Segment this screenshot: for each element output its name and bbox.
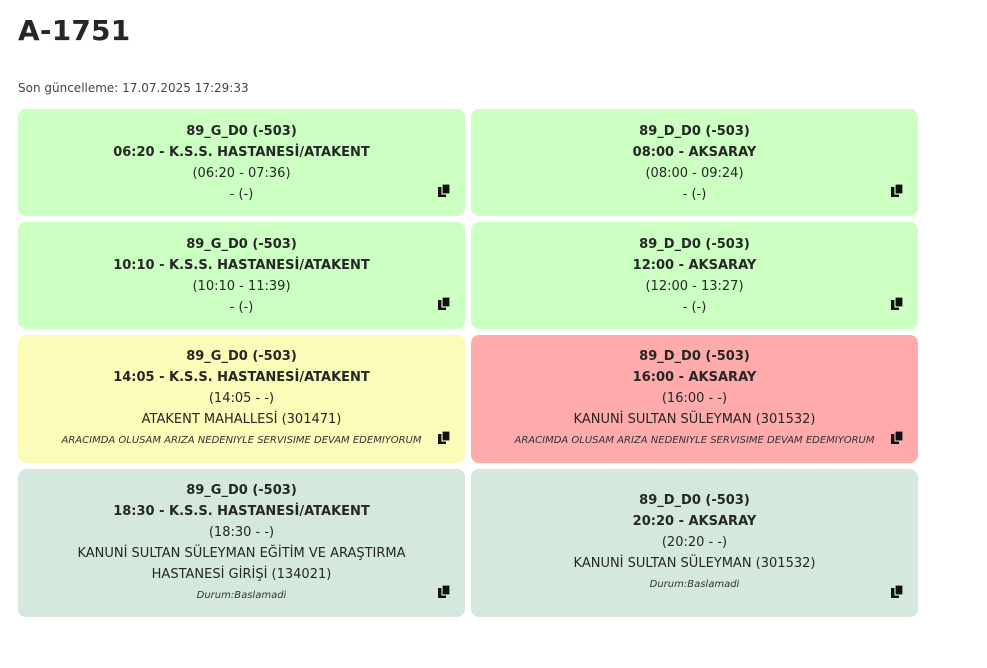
- trip-times: (20:20 - -): [661, 535, 728, 550]
- trip-stop: - (-): [682, 186, 707, 202]
- trip-grid: 89_G_D0 (-503) 06:20 - K.S.S. HASTANESİ/…: [18, 109, 918, 617]
- trip-title: 20:20 - AKSARAY: [632, 514, 757, 529]
- trip-note: ARACIMDA OLUSAM ARIZA NEDENIYLE SERVISIM…: [61, 435, 422, 446]
- trip-times: (10:10 - 11:39): [192, 278, 291, 294]
- trip-times: (12:00 - 13:27): [645, 278, 744, 294]
- trip-stop: - (-): [229, 186, 254, 202]
- route-code: 89_D_D0 (-503): [639, 493, 750, 508]
- trip-status: Durum:Baslamadi: [649, 579, 740, 590]
- trip-title: 16:00 - AKSARAY: [632, 370, 757, 385]
- trip-card: 89_D_D0 (-503) 12:00 - AKSARAY (12:00 - …: [471, 222, 918, 329]
- route-code: 89_D_D0 (-503): [639, 123, 750, 139]
- route-code: 89_G_D0 (-503): [186, 123, 297, 139]
- trip-title: 10:10 - K.S.S. HASTANESİ/ATAKENT: [113, 257, 370, 273]
- route-code: 89_G_D0 (-503): [186, 349, 297, 364]
- trip-status: Durum:Baslamadi: [196, 589, 287, 601]
- trip-title: 06:20 - K.S.S. HASTANESİ/ATAKENT: [113, 144, 370, 160]
- trip-card: 89_G_D0 (-503) 06:20 - K.S.S. HASTANESİ/…: [18, 109, 465, 216]
- trip-card: 89_D_D0 (-503) 16:00 - AKSARAY (16:00 - …: [471, 335, 918, 463]
- copy-icon[interactable]: [891, 184, 904, 198]
- copy-icon[interactable]: [438, 431, 451, 445]
- trip-times: (16:00 - -): [661, 391, 728, 406]
- trip-card: 89_G_D0 (-503) 10:10 - K.S.S. HASTANESİ/…: [18, 222, 465, 329]
- route-code: 89_G_D0 (-503): [186, 236, 297, 252]
- copy-icon[interactable]: [891, 431, 904, 445]
- trip-title: 08:00 - AKSARAY: [632, 144, 757, 160]
- copy-icon[interactable]: [438, 585, 451, 599]
- trip-times: (06:20 - 07:36): [192, 165, 291, 181]
- trip-title: 12:00 - AKSARAY: [632, 257, 757, 273]
- trip-stop: - (-): [682, 299, 707, 315]
- route-code: 89_G_D0 (-503): [186, 482, 297, 498]
- trip-stop: KANUNİ SULTAN SÜLEYMAN (301532): [573, 412, 816, 427]
- route-code: 89_D_D0 (-503): [639, 349, 750, 364]
- trip-note: ARACIMDA OLUSAM ARIZA NEDENIYLE SERVISIM…: [514, 435, 875, 446]
- page-title: A-1751: [18, 14, 131, 47]
- trip-stop: KANUNİ SULTAN SÜLEYMAN (301532): [573, 556, 816, 571]
- trip-card: 89_D_D0 (-503) 08:00 - AKSARAY (08:00 - …: [471, 109, 918, 216]
- copy-icon[interactable]: [438, 297, 451, 311]
- trip-times: (14:05 - -): [208, 391, 275, 406]
- copy-icon[interactable]: [891, 585, 904, 599]
- trip-stop: ATAKENT MAHALLESİ (301471): [141, 412, 342, 427]
- trip-times: (08:00 - 09:24): [645, 165, 744, 181]
- last-update-text: Son güncelleme: 17.07.2025 17:29:33: [18, 81, 249, 95]
- route-code: 89_D_D0 (-503): [639, 236, 750, 252]
- trip-title: 18:30 - K.S.S. HASTANESİ/ATAKENT: [113, 503, 370, 519]
- trip-stop: KANUNİ SULTAN SÜLEYMAN EĞİTİM VE ARAŞTIR…: [77, 545, 406, 582]
- copy-icon[interactable]: [438, 184, 451, 198]
- trip-card: 89_D_D0 (-503) 20:20 - AKSARAY (20:20 - …: [471, 469, 918, 617]
- trip-card: 89_G_D0 (-503) 18:30 - K.S.S. HASTANESİ/…: [18, 469, 465, 617]
- copy-icon[interactable]: [891, 297, 904, 311]
- trip-card: 89_G_D0 (-503) 14:05 - K.S.S. HASTANESİ/…: [18, 335, 465, 463]
- trip-title: 14:05 - K.S.S. HASTANESİ/ATAKENT: [113, 370, 370, 385]
- trip-stop: - (-): [229, 299, 254, 315]
- trip-times: (18:30 - -): [208, 524, 275, 540]
